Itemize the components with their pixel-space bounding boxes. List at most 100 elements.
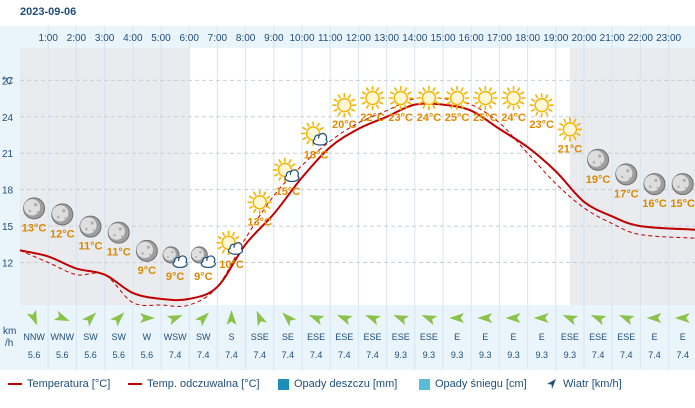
legend-item-rain[interactable]: Opady deszczu [mm] bbox=[278, 378, 397, 390]
y-axis-ticks: 12 15 18 21 24 27 bbox=[2, 76, 14, 269]
sun-icon bbox=[501, 85, 526, 111]
wind-speed-label: 7.4 bbox=[648, 350, 661, 360]
temp-label: 23°C bbox=[388, 112, 413, 124]
legend-label-apparent-temperature: Temp. odczuwalna [°C] bbox=[147, 378, 260, 390]
hour-label: 16:00 bbox=[459, 33, 484, 44]
wind-arrow-icon bbox=[533, 313, 549, 323]
wind-speed-label: 7.4 bbox=[225, 350, 238, 360]
sun-icon bbox=[247, 189, 273, 215]
wind-direction-label: WSW bbox=[164, 332, 187, 342]
wind-direction-label: E bbox=[651, 332, 657, 342]
legend-item-temperature[interactable]: Temperatura [°C] bbox=[8, 378, 110, 390]
wind-arrow-icon bbox=[53, 310, 70, 322]
wind-speed-label: 5.6 bbox=[28, 350, 41, 360]
temperature-labels: 13°C12°C11°C11°C9°C9°C 9°C10°C13°C15°C18°… bbox=[22, 112, 695, 283]
y-tick-label: 27 bbox=[2, 76, 14, 87]
wind-unit-km: km bbox=[3, 326, 16, 337]
moon-icon bbox=[107, 221, 130, 244]
wind-arrow-icon bbox=[547, 379, 556, 390]
legend-swatch-snow bbox=[419, 378, 430, 390]
wind-speed-label: 9.3 bbox=[451, 350, 464, 360]
legend-item-apparent-temperature[interactable]: Temp. odczuwalna [°C] bbox=[128, 378, 260, 390]
wind-direction-label: ESE bbox=[561, 332, 579, 342]
wind-arrow-icon bbox=[256, 310, 267, 327]
wind-speed-label: 7.4 bbox=[676, 350, 689, 360]
wind-direction-label: SSE bbox=[251, 332, 269, 342]
hour-label: 20:00 bbox=[571, 33, 596, 44]
wind-direction-label: ESE bbox=[363, 332, 381, 342]
hour-label: 12:00 bbox=[346, 33, 371, 44]
moon-cloud-icon bbox=[162, 246, 188, 269]
hour-label: 18:00 bbox=[515, 33, 540, 44]
wind-direction-label: ESE bbox=[307, 332, 325, 342]
wind-unit-h: /h bbox=[5, 338, 13, 349]
hour-label: 23:00 bbox=[656, 33, 681, 44]
hour-label: 19:00 bbox=[543, 33, 568, 44]
wind-arrow-icon bbox=[82, 312, 97, 327]
wind-speed-label: 9.3 bbox=[479, 350, 492, 360]
sun-cloud-icon bbox=[300, 121, 328, 146]
wind-arrow-icon bbox=[282, 312, 297, 327]
left-axis-strip bbox=[0, 26, 20, 370]
wind-arrow-icon bbox=[308, 314, 325, 326]
wind-arrow-icon bbox=[674, 313, 690, 323]
wind-speed-label: 5.6 bbox=[56, 350, 69, 360]
legend-item-wind[interactable]: Wiatr [km/h] bbox=[546, 378, 622, 390]
temp-label: 17°C bbox=[614, 188, 639, 200]
wind-speed-label: 9.3 bbox=[423, 350, 436, 360]
wind-speed-label: 5.6 bbox=[112, 350, 125, 360]
moon-icon bbox=[643, 173, 666, 196]
wind-arrow-icon bbox=[110, 312, 125, 327]
wind-arrow-icon bbox=[646, 313, 662, 323]
wind-direction-label: E bbox=[482, 332, 488, 342]
wind-speed-label: 7.4 bbox=[310, 350, 323, 360]
vertical-gridlines bbox=[47, 26, 670, 370]
moon-icon bbox=[587, 148, 610, 171]
temp-label: 24°C bbox=[501, 112, 526, 124]
moon-icon bbox=[23, 197, 46, 220]
hour-label: 22:00 bbox=[628, 33, 653, 44]
wind-speed-label: 9.3 bbox=[564, 350, 577, 360]
wind-arrow-icon bbox=[505, 313, 521, 323]
wind-speed-label: 7.4 bbox=[338, 350, 351, 360]
hour-label: 10:00 bbox=[289, 33, 314, 44]
y-tick-label: 21 bbox=[2, 149, 14, 160]
wind-arrow-icon bbox=[336, 314, 353, 326]
wind-direction-label: SW bbox=[111, 332, 126, 342]
moon-icon bbox=[615, 163, 638, 186]
wind-arrow-icon bbox=[194, 312, 209, 327]
horizontal-gridlines bbox=[20, 79, 695, 263]
wind-arrow-icon bbox=[477, 313, 493, 323]
temp-label: 25°C bbox=[445, 112, 470, 124]
wind-arrow-icon bbox=[26, 309, 38, 326]
temp-label: 21°C bbox=[558, 143, 583, 155]
y-tick-label: 12 bbox=[2, 259, 14, 270]
temp-label: 11°C bbox=[107, 247, 131, 259]
y-tick-label: 18 bbox=[2, 186, 14, 197]
legend-label-snow: Opady śniegu [cm] bbox=[435, 378, 527, 390]
wind-direction-label: E bbox=[510, 332, 516, 342]
wind-speed-label: 9.3 bbox=[394, 350, 407, 360]
legend-item-snow[interactable]: Opady śniegu [cm] bbox=[419, 378, 527, 390]
wind-direction-label: NNW bbox=[23, 332, 45, 342]
wind-speed-label: 7.4 bbox=[366, 350, 379, 360]
wind-direction-label: SW bbox=[83, 332, 98, 342]
sun-icon bbox=[557, 117, 583, 142]
temp-label: 16°C bbox=[642, 198, 667, 210]
hour-label: 11:00 bbox=[318, 33, 343, 44]
temp-label: 13°C bbox=[22, 222, 47, 234]
wind-arrow-icon bbox=[590, 314, 607, 326]
wind-row: NNW 5.6 WNW 5.6 SW 5.6 SW 5.6 W 5.6 WSW 7.4 SW 7.4 S 7.… bbox=[23, 309, 690, 360]
sun-icon bbox=[331, 92, 357, 118]
temp-label: 12°C bbox=[50, 228, 75, 240]
series-line-temperature bbox=[19, 102, 695, 302]
sun-icon bbox=[444, 85, 470, 111]
sun-icon bbox=[416, 85, 442, 111]
hour-label: 15:00 bbox=[430, 33, 455, 44]
hour-label: 17:00 bbox=[487, 33, 512, 44]
wind-direction-label: S bbox=[228, 332, 234, 342]
sun-icon bbox=[529, 92, 555, 118]
temp-label: 20°C bbox=[332, 119, 357, 131]
sun-icon bbox=[472, 85, 498, 111]
wind-speed-label: 7.4 bbox=[253, 350, 266, 360]
